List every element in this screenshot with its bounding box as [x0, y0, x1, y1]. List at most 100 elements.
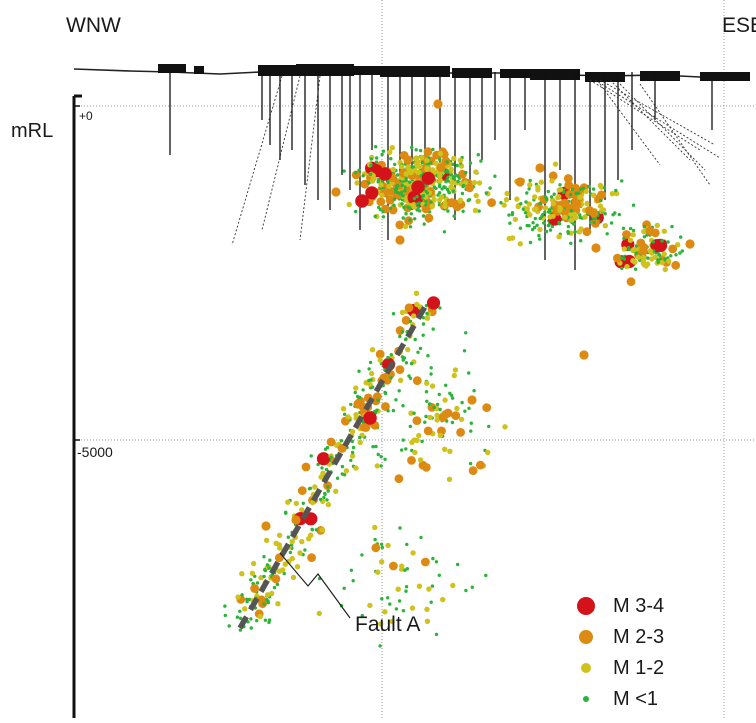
seismic-event — [391, 312, 396, 316]
seismic-event — [401, 358, 405, 362]
seismic-event — [438, 306, 442, 310]
seismic-event — [431, 556, 435, 561]
seismic-event — [354, 171, 358, 175]
seismic-event — [499, 201, 503, 205]
seismic-event — [447, 198, 457, 207]
seismic-event — [238, 609, 242, 613]
seismic-event — [411, 437, 417, 443]
seismic-event — [447, 190, 451, 194]
seismic-event — [566, 230, 570, 234]
seismic-event — [527, 212, 533, 218]
seismic-event — [639, 243, 649, 252]
seismic-event — [634, 252, 638, 256]
seismic-event — [402, 205, 406, 210]
seismic-event — [301, 501, 305, 505]
seismic-event — [378, 167, 392, 181]
seismic-event — [581, 186, 586, 191]
seismic-event — [325, 501, 332, 508]
seismic-event — [373, 537, 377, 542]
seismic-event — [353, 390, 357, 395]
seismic-event — [421, 194, 426, 198]
seismic-event — [371, 175, 377, 182]
seismic-event — [404, 447, 408, 451]
seismic-event — [412, 449, 418, 456]
seismic-event — [404, 589, 408, 593]
seismic-event — [309, 454, 313, 458]
seismic-event — [427, 414, 433, 421]
seismic-event — [421, 171, 435, 185]
seismic-event — [378, 644, 382, 648]
legend-item-m-lt1: M <1 — [575, 686, 658, 712]
seismic-event — [585, 206, 594, 215]
seismic-event — [324, 467, 329, 472]
seismic-event — [375, 156, 379, 160]
seismic-event — [238, 628, 243, 632]
seismic-event — [651, 240, 655, 244]
seismic-event — [460, 191, 465, 196]
seismic-event — [544, 229, 549, 234]
seismic-event — [557, 206, 563, 212]
surface-structure — [640, 71, 680, 81]
seismic-event — [433, 99, 443, 109]
seismic-event — [350, 439, 354, 443]
seismic-event — [448, 184, 454, 190]
seismic-event — [288, 550, 293, 555]
seismic-event — [562, 188, 566, 192]
seismic-event — [367, 367, 371, 371]
seismic-event — [410, 165, 414, 169]
seismic-event — [631, 228, 636, 233]
seismic-event — [365, 186, 379, 200]
seismic-event — [395, 184, 399, 188]
seismic-event — [306, 536, 312, 542]
seismic-event — [528, 178, 532, 183]
seismic-event — [563, 174, 573, 183]
seismic-event — [434, 632, 439, 637]
seismic-event — [434, 560, 439, 564]
seismic-event — [240, 593, 244, 597]
seismic-event — [431, 197, 437, 203]
seismic-event — [342, 169, 346, 173]
seismic-event — [351, 170, 361, 180]
seismic-event — [417, 201, 421, 205]
seismic-event — [538, 201, 542, 206]
seismic-event — [368, 172, 373, 176]
seismic-event — [445, 160, 449, 164]
seismic-event — [404, 337, 408, 342]
seismic-event — [431, 327, 435, 331]
seismic-event — [385, 195, 395, 205]
seismic-event — [591, 192, 597, 198]
seismic-event — [582, 227, 592, 237]
seismic-event — [456, 562, 460, 567]
seismic-event — [376, 178, 381, 182]
seismic-event — [464, 331, 468, 335]
seismic-event — [462, 180, 469, 186]
seismic-event — [455, 163, 459, 168]
seismic-event — [443, 169, 447, 173]
seismic-event — [358, 435, 362, 440]
seismic-event — [427, 402, 432, 406]
seismic-event — [400, 448, 404, 452]
seismic-event — [397, 377, 404, 383]
seismic-event — [525, 191, 529, 195]
seismic-event — [531, 221, 535, 225]
seismic-event — [569, 193, 573, 197]
seismic-event — [331, 187, 341, 197]
seismic-event — [386, 409, 390, 413]
seismic-event — [622, 230, 631, 239]
seismic-event — [379, 559, 385, 565]
seismic-event — [614, 188, 618, 193]
seismic-event — [420, 439, 424, 444]
seismic-event — [506, 235, 512, 242]
seismic-event — [535, 163, 545, 173]
seismic-event — [374, 444, 378, 449]
seismic-event — [421, 204, 431, 214]
seismic-event — [674, 253, 678, 257]
seismic-event — [326, 489, 330, 493]
seismic-event — [409, 605, 416, 611]
seismic-event — [421, 316, 425, 320]
seismic-event — [583, 188, 589, 194]
seismic-event — [609, 191, 616, 197]
seismic-event — [282, 571, 286, 576]
seismic-event — [424, 414, 428, 419]
seismic-event — [247, 597, 252, 602]
